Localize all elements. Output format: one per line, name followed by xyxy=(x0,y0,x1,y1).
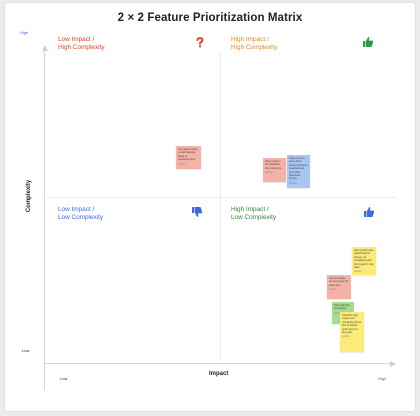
horizontal-divider xyxy=(46,197,396,198)
x-axis-title: Impact xyxy=(209,371,229,377)
x-axis xyxy=(44,363,392,364)
sticky-note[interactable]: Prioritize high impact, low complexity i… xyxy=(340,312,364,352)
x-axis-arrow-icon xyxy=(390,361,396,367)
y-axis xyxy=(44,50,45,390)
quadrant-label-low-impact-low-complexity: Low Impact / Low Complexity xyxy=(58,206,104,221)
y-axis-title: Complexity xyxy=(26,179,32,213)
quadrant-label-high-impact-low-complexity: High Impact / Low Complexity xyxy=(231,206,277,221)
y-axis-low-label: Low xyxy=(22,348,30,353)
x-axis-low-label: Low xyxy=(60,376,68,381)
thumbs-down-icon xyxy=(192,207,203,217)
quadrant-label-high-impact-high-complexity: High Impact / High Complexity xyxy=(231,36,278,51)
matrix-board: 2 × 2 Feature Prioritization Matrix High… xyxy=(5,3,415,411)
sticky-note[interactable]: Drag notes to move them around between q… xyxy=(287,155,310,188)
vertical-divider xyxy=(220,51,221,361)
y-axis-arrow-icon xyxy=(42,45,48,51)
y-axis-high-label: High xyxy=(20,30,29,35)
quadrant-label-low-impact-high-complexity: Low Impact / High Complexity xyxy=(58,36,105,51)
sticky-note[interactable]: Vote to decide on next steps for each it… xyxy=(327,275,351,299)
thumbs-up-icon xyxy=(364,207,375,217)
sticky-note[interactable]: Add a quick note describing the feature,… xyxy=(352,247,376,275)
thumbs-up-icon xyxy=(363,37,374,47)
x-axis-high-label: High xyxy=(378,376,387,381)
question-mark-icon xyxy=(196,37,204,48)
sticky-note[interactable]: Drop notes in the quadrant they belong t… xyxy=(263,158,286,182)
sticky-note[interactable]: Use sticky notes to add features, ideas … xyxy=(176,146,201,169)
page-title: 2 × 2 Feature Prioritization Matrix xyxy=(117,12,303,24)
